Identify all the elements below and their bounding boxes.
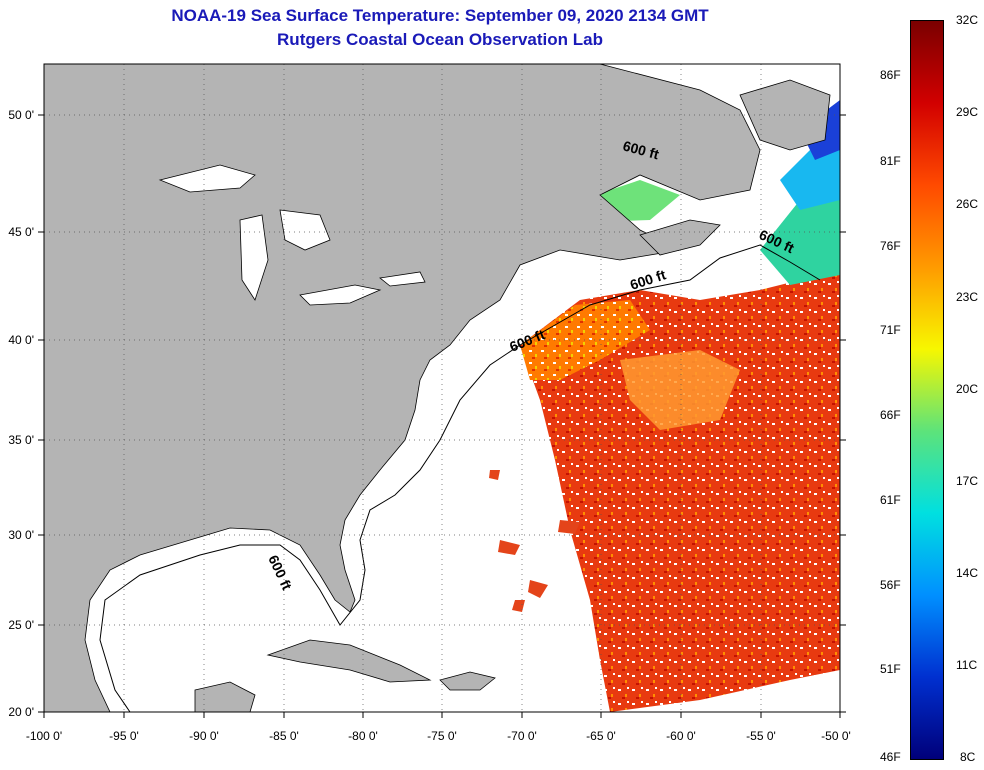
- land-nova-scotia: [639, 219, 721, 256]
- lon-tick-label: -65 0': [586, 729, 616, 743]
- lat-tick-label: 30 0': [8, 528, 34, 542]
- colorbar-fahrenheit-label: 66F: [880, 408, 901, 422]
- sst-data-mixed: [620, 350, 740, 430]
- lat-tick-label: 35 0': [8, 433, 34, 447]
- lon-tick-label: -75 0': [427, 729, 457, 743]
- lat-tick-label: 25 0': [8, 618, 34, 632]
- map-subtitle: Rutgers Coastal Ocean Observation Lab: [277, 30, 603, 49]
- tick-marks: [38, 114, 846, 718]
- colorbar-fahrenheit-label: 51F: [880, 662, 901, 676]
- lat-tick-label: 20 0': [8, 705, 34, 719]
- lon-tick-label: -80 0': [348, 729, 378, 743]
- land-north-america: [44, 64, 761, 712]
- lon-tick-label: -60 0': [666, 729, 696, 743]
- sst-patches: [489, 470, 580, 612]
- colorbar-fahrenheit-label: 46F: [880, 750, 901, 764]
- colorbar-celsius-label: 23C: [956, 290, 979, 304]
- colorbar-celsius-label: 20C: [956, 382, 979, 396]
- colorbar-celsius-label: 29C: [956, 105, 979, 119]
- land-cuba: [266, 639, 432, 683]
- lon-tick-label: -100 0': [26, 729, 62, 743]
- lat-tick-label: 40 0': [8, 333, 34, 347]
- temperature-colorbar: [910, 20, 944, 760]
- lon-tick-label: -55 0': [746, 729, 776, 743]
- colorbar-celsius-label: 32C: [956, 13, 979, 27]
- lon-tick-label: -85 0': [269, 729, 299, 743]
- graticule: [44, 64, 840, 712]
- lon-tick-label: -95 0': [109, 729, 139, 743]
- colorbar-celsius-label: 17C: [956, 474, 979, 488]
- colorbar-fahrenheit-label: 76F: [880, 239, 901, 253]
- depth-contour-600ft: [99, 244, 821, 712]
- colorbar-fahrenheit-label: 61F: [880, 493, 901, 507]
- sst-data-warm: [520, 270, 840, 712]
- map-title: NOAA-19 Sea Surface Temperature: Septemb…: [171, 6, 709, 25]
- colorbar-fahrenheit-label: 81F: [880, 154, 901, 168]
- lon-tick-label: -50 0': [821, 729, 851, 743]
- longitude-labels: -100 0' -95 0' -90 0' -85 0' -80 0' -75 …: [26, 729, 851, 743]
- lon-tick-label: -70 0': [507, 729, 537, 743]
- land-yucatan: [194, 681, 256, 712]
- colorbar-celsius-label: 14C: [956, 566, 979, 580]
- lat-tick-label: 50 0': [8, 108, 34, 122]
- colorbar-fahrenheit-label: 56F: [880, 578, 901, 592]
- land-hispaniola: [439, 671, 496, 691]
- lon-tick-label: -90 0': [189, 729, 219, 743]
- colorbar-fahrenheit-label: 71F: [880, 323, 901, 337]
- colorbar-celsius-label: 8C: [960, 750, 976, 764]
- colorbar-fahrenheit-label: 86F: [880, 68, 901, 82]
- latitude-labels: 20 0' 25 0' 30 0' 35 0' 40 0' 45 0' 50 0…: [8, 108, 34, 719]
- great-lakes: [158, 164, 426, 306]
- lat-tick-label: 45 0': [8, 225, 34, 239]
- colorbar-celsius-label: 11C: [956, 658, 978, 672]
- colorbar-celsius-label: 26C: [956, 197, 979, 211]
